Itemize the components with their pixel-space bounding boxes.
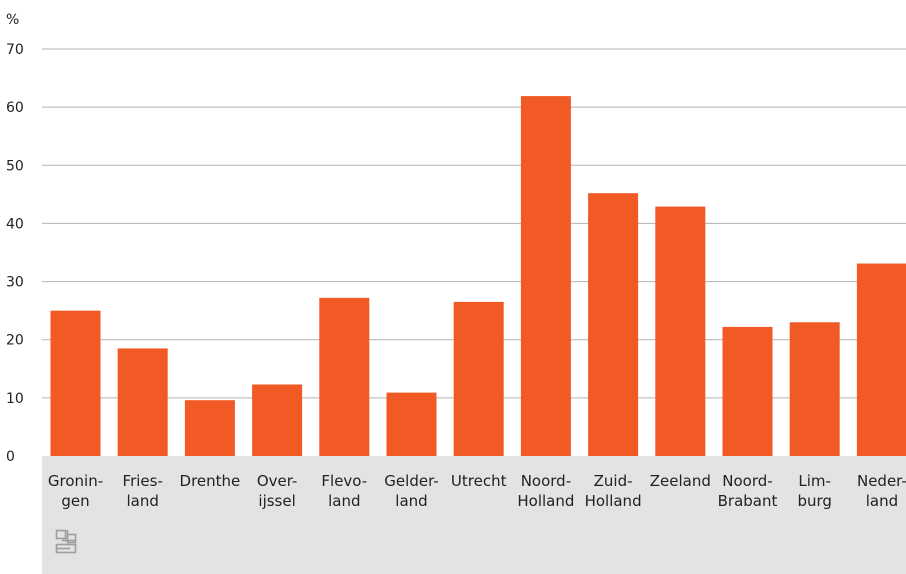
category-label: land (127, 492, 159, 510)
category-label: burg (797, 492, 831, 510)
bar (184, 400, 235, 456)
category-label: Zuid- (594, 472, 633, 490)
category-label: land (328, 492, 360, 510)
y-tick-label: 60 (6, 100, 24, 116)
category-label: Holland (517, 492, 574, 510)
y-tick-label: 50 (6, 158, 24, 174)
bar (722, 326, 773, 456)
bar (655, 206, 706, 456)
category-label: land (866, 492, 898, 510)
category-label: Gronin- (48, 472, 103, 490)
category-label: Flevo- (321, 472, 367, 490)
gridlines (42, 48, 906, 399)
category-label: Noord- (722, 472, 772, 490)
category-label: gen (61, 492, 89, 510)
category-label: Brabant (718, 492, 778, 510)
bars (50, 96, 906, 457)
bar (50, 310, 101, 456)
x-axis-categories: Gronin-gen Fries-land Drenthe Over-ijssel Fl… (48, 472, 906, 510)
bar (520, 96, 571, 457)
bar (252, 384, 303, 456)
bar (319, 297, 370, 456)
category-label: Lim- (798, 472, 831, 490)
y-tick-label: 70 (6, 42, 24, 58)
bar (588, 193, 639, 457)
category-label: Zeeland (650, 472, 711, 490)
bar (117, 348, 168, 456)
y-tick-label: 30 (6, 275, 24, 291)
cbs-logo (55, 529, 77, 554)
category-label: Gelder- (384, 472, 438, 490)
category-label: Fries- (123, 472, 163, 490)
y-tick-label: 40 (6, 216, 24, 232)
y-tick-label: 0 (6, 449, 15, 465)
category-label: Noord- (521, 472, 571, 490)
category-label: land (395, 492, 427, 510)
category-label: Neder- (857, 472, 906, 490)
y-axis-unit-label: % (6, 12, 19, 28)
category-axis-panel (42, 456, 906, 574)
y-tick-label: 20 (6, 333, 24, 349)
bar (856, 263, 906, 456)
y-tick-label: 10 (6, 391, 24, 407)
category-label: Holland (585, 492, 642, 510)
y-axis-ticks: 0 10 20 30 40 50 60 70 (6, 42, 24, 465)
category-label: Utrecht (451, 472, 507, 490)
category-label: Drenthe (180, 472, 241, 490)
cbs-logo-c-mark (55, 529, 67, 540)
category-label: ijssel (258, 492, 295, 510)
bar (453, 301, 504, 456)
bar (386, 392, 437, 456)
category-label: Over- (257, 472, 298, 490)
bar (789, 322, 840, 456)
